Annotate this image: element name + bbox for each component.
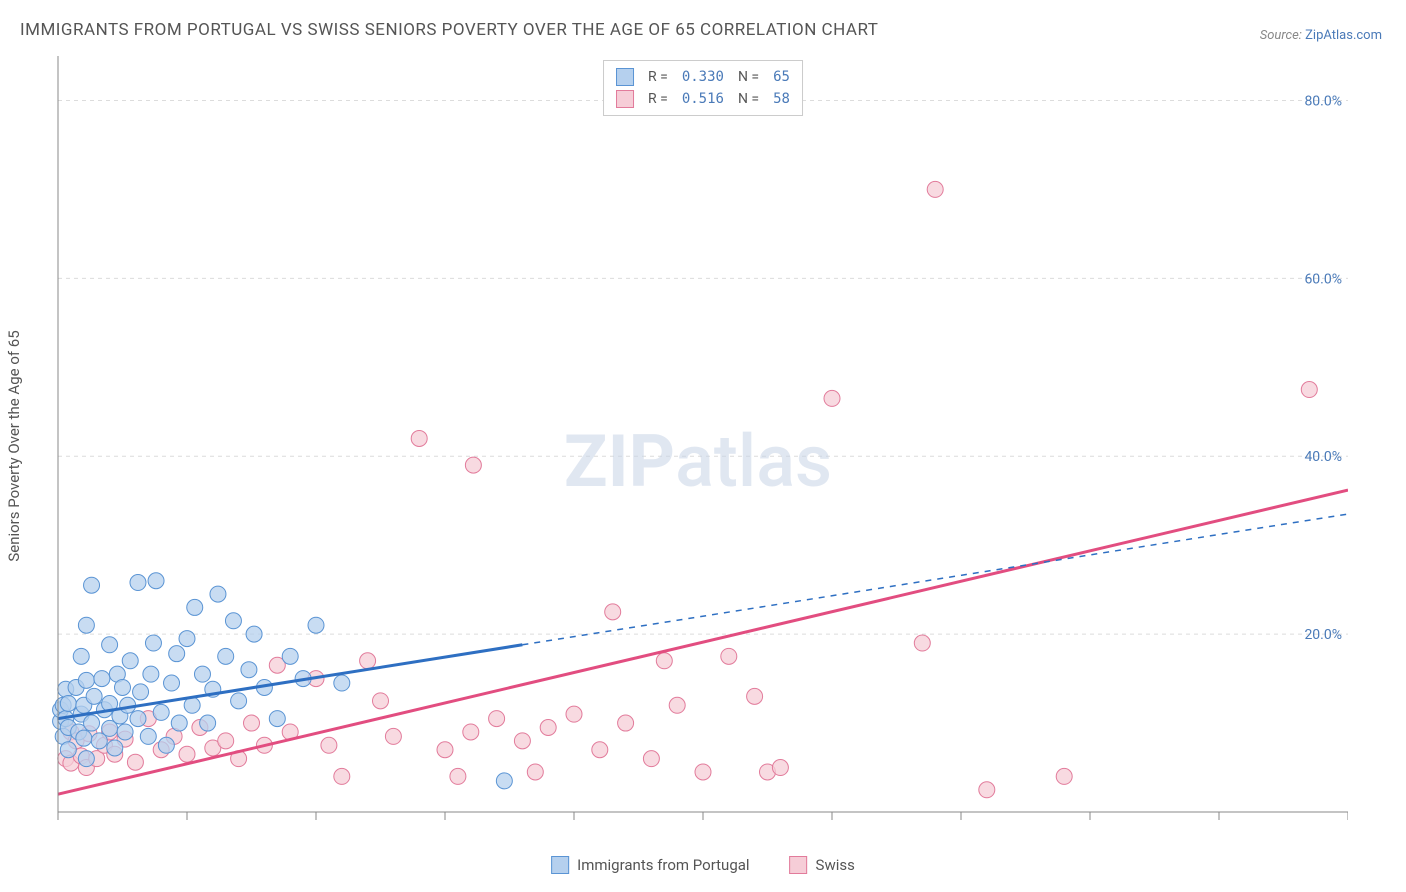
legend-item-pink: Swiss <box>790 856 855 874</box>
watermark: ZIPatlas <box>564 419 832 504</box>
legend-label: Swiss <box>816 856 855 874</box>
legend-stats-row-blue: R = 0.330 N = 65 <box>616 66 790 88</box>
chart-title: IMMIGRANTS FROM PORTUGAL VS SWISS SENIOR… <box>20 20 878 40</box>
legend-series: Immigrants from Portugal Swiss <box>551 856 855 874</box>
stat-r-label: R = <box>648 88 668 110</box>
svg-text:80.0%: 80.0% <box>1304 93 1342 109</box>
stat-r-value: 0.330 <box>682 66 724 88</box>
swatch-pink-icon <box>616 90 634 108</box>
swatch-blue-icon <box>616 68 634 86</box>
legend-stats: R = 0.330 N = 65 R = 0.516 N = 58 <box>603 60 803 116</box>
legend-label: Immigrants from Portugal <box>577 856 749 874</box>
source-label: Source: <box>1260 28 1302 43</box>
swatch-blue-icon <box>551 856 569 874</box>
stat-n-value: 65 <box>773 66 790 88</box>
stat-n-label: N = <box>738 66 759 88</box>
svg-text:50.0%: 50.0% <box>1310 824 1348 826</box>
svg-text:60.0%: 60.0% <box>1304 271 1342 287</box>
svg-text:0.0%: 0.0% <box>58 824 88 826</box>
stat-r-value: 0.516 <box>682 88 724 110</box>
stat-n-label: N = <box>738 88 759 110</box>
source-link[interactable]: ZipAtlas.com <box>1305 28 1382 43</box>
stat-n-value: 58 <box>773 88 790 110</box>
legend-stats-row-pink: R = 0.516 N = 58 <box>616 88 790 110</box>
legend-item-blue: Immigrants from Portugal <box>551 856 749 874</box>
plot-area: ZIPatlas 20.0% 40.0% 60.0% 80.0% 0.0% 50.0% <box>48 56 1348 826</box>
swatch-pink-icon <box>790 856 808 874</box>
scatter-chart-svg: ZIPatlas 20.0% 40.0% 60.0% 80.0% 0.0% 50.0% <box>48 56 1348 826</box>
stat-r-label: R = <box>648 66 668 88</box>
y-axis-label: Seniors Poverty Over the Age of 65 <box>5 330 23 561</box>
source-attribution: Source: ZipAtlas.com <box>1260 28 1382 43</box>
svg-text:20.0%: 20.0% <box>1304 627 1342 643</box>
svg-text:40.0%: 40.0% <box>1304 449 1342 465</box>
